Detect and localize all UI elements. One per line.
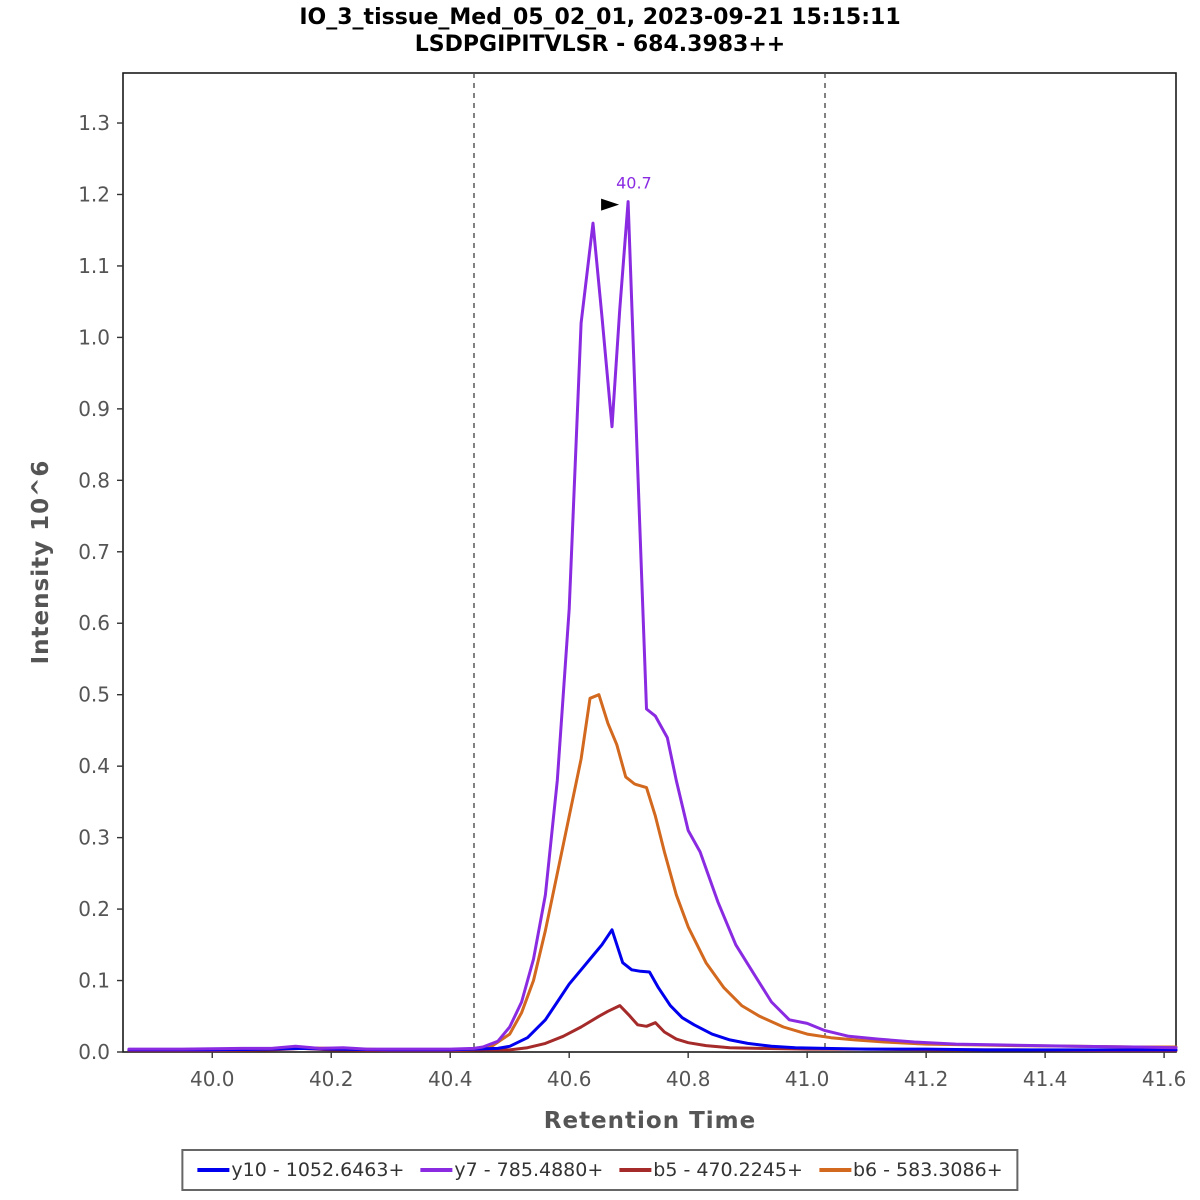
- x-tick-label: 40.0: [190, 1067, 235, 1091]
- legend-item-y10: y10 - 1052.6463+: [197, 1159, 404, 1181]
- legend-swatch-y10-icon: [197, 1168, 230, 1172]
- chart-title-line2: LSDPGIPITVLSR - 684.3983++: [414, 32, 786, 57]
- x-tick-label: 40.4: [428, 1067, 473, 1091]
- y-tick-label: 0.8: [78, 468, 110, 492]
- chromatogram-plot[interactable]: 40.0 40.2 40.4 40.6 40.8 41.0 41.2 41.4 41.6 0.0 0…: [0, 0, 1200, 1145]
- legend-item-y7: y7 - 785.4880+: [420, 1159, 603, 1181]
- legend: y10 - 1052.6463+ y7 - 785.4880+ b5 - 470.2…: [181, 1149, 1019, 1191]
- y-tick-label: 0.9: [78, 397, 110, 421]
- y-axis-title: Intensity 10^6: [28, 459, 54, 665]
- legend-item-b6: b6 - 583.3086+: [818, 1159, 1003, 1181]
- series-line-y7: [127, 200, 1178, 1051]
- y-tick-label: 1.3: [78, 111, 110, 135]
- legend-item-b5: b5 - 470.2245+: [619, 1159, 803, 1181]
- chart-title-line1: IO_3_tissue_Med_05_02_01, 2023-09-21 15:…: [299, 5, 901, 30]
- chart-title: IO_3_tissue_Med_05_02_01, 2023-09-21 15:…: [0, 4, 1200, 58]
- peak-pointer-arrow-icon: [601, 198, 620, 211]
- y-tick-label: 1.2: [78, 182, 110, 206]
- y-tick-label: 0.6: [78, 611, 110, 635]
- y-tick-label: 1.1: [78, 254, 110, 278]
- y-tick-label: 0.5: [78, 683, 110, 707]
- y-tick-label: 0.7: [78, 540, 110, 564]
- y-tick-label: 0.2: [78, 897, 110, 921]
- peak-annotation-label[interactable]: 40.7: [616, 174, 652, 193]
- x-tick-label: 41.2: [904, 1067, 949, 1091]
- x-tick-label: 41.4: [1023, 1067, 1068, 1091]
- y-tick-label: 0.4: [78, 754, 110, 778]
- y-tick-label: 0.0: [78, 1040, 110, 1064]
- y-tick-label: 1.0: [78, 325, 110, 349]
- legend-swatch-b5-icon: [619, 1168, 652, 1172]
- x-tick-label: 40.8: [666, 1067, 711, 1091]
- legend-label-y7: y7 - 785.4880+: [454, 1159, 604, 1181]
- legend-label-b6: b6 - 583.3086+: [852, 1159, 1003, 1181]
- legend-label-y10: y10 - 1052.6463+: [231, 1159, 405, 1181]
- legend-swatch-y7-icon: [420, 1168, 453, 1172]
- x-axis-title: Retention Time: [543, 1108, 757, 1134]
- y-tick-label: 0.3: [78, 826, 110, 850]
- x-tick-label: 40.6: [547, 1067, 592, 1091]
- x-tick-label: 41.6: [1142, 1067, 1187, 1091]
- x-tick-label: 40.2: [309, 1067, 354, 1091]
- plot-border: [122, 72, 1177, 1053]
- y-tick-label: 0.1: [78, 969, 110, 993]
- x-tick-label: 41.0: [785, 1067, 830, 1091]
- legend-swatch-b6-icon: [818, 1168, 851, 1172]
- legend-label-b5: b5 - 470.2245+: [653, 1159, 803, 1181]
